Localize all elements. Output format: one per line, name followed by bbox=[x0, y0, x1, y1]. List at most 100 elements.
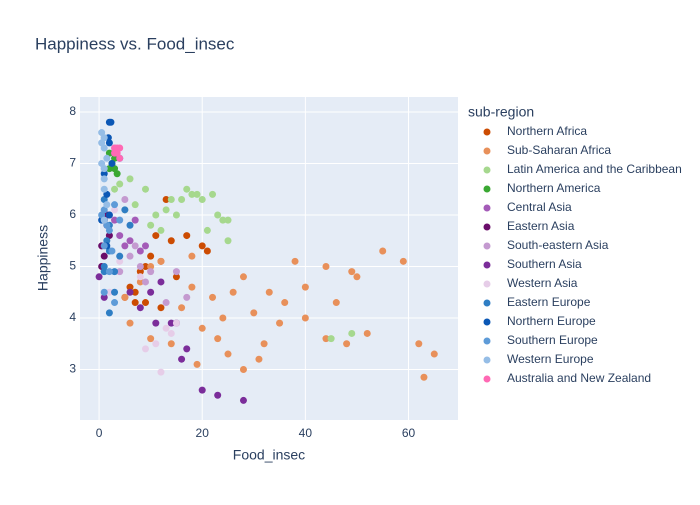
data-point bbox=[157, 368, 165, 376]
legend-label: Northern America bbox=[507, 181, 601, 195]
plot-background bbox=[80, 97, 458, 420]
data-point bbox=[198, 386, 206, 394]
data-point bbox=[108, 159, 116, 167]
data-point bbox=[136, 304, 144, 312]
data-point bbox=[108, 247, 116, 255]
data-point bbox=[141, 345, 149, 353]
data-point bbox=[116, 154, 124, 162]
data-point bbox=[100, 252, 108, 260]
data-point bbox=[111, 185, 119, 193]
data-point bbox=[198, 242, 206, 250]
data-point bbox=[188, 190, 196, 198]
legend-label: Eastern Europe bbox=[507, 295, 591, 309]
data-point bbox=[105, 165, 113, 173]
data-point bbox=[198, 324, 206, 332]
legend-label: Latin America and the Caribbean bbox=[507, 162, 682, 176]
data-point bbox=[100, 293, 108, 301]
data-point bbox=[178, 304, 186, 312]
data-point bbox=[219, 314, 227, 322]
data-point bbox=[219, 216, 227, 224]
data-point bbox=[183, 232, 191, 240]
data-point bbox=[214, 211, 222, 219]
x-tick-label: 40 bbox=[299, 426, 313, 440]
data-point bbox=[224, 350, 232, 358]
data-point bbox=[183, 293, 191, 301]
data-point bbox=[100, 134, 108, 142]
data-point bbox=[193, 360, 201, 368]
data-point bbox=[95, 273, 103, 281]
data-point bbox=[157, 257, 165, 265]
legend-marker bbox=[483, 280, 491, 288]
data-point bbox=[98, 139, 106, 147]
y-tick-label: 4 bbox=[69, 310, 76, 324]
data-point bbox=[188, 252, 196, 260]
data-point bbox=[116, 144, 124, 152]
data-point bbox=[111, 288, 119, 296]
data-point bbox=[167, 340, 175, 348]
data-point bbox=[105, 268, 113, 276]
data-point bbox=[172, 273, 180, 281]
data-point bbox=[126, 221, 134, 229]
data-point bbox=[172, 211, 180, 219]
data-point bbox=[420, 373, 428, 381]
data-point bbox=[353, 273, 361, 281]
data-point bbox=[111, 154, 119, 162]
data-point bbox=[141, 185, 149, 193]
data-point bbox=[116, 180, 124, 188]
data-point bbox=[141, 299, 149, 307]
data-point bbox=[229, 288, 237, 296]
data-point bbox=[157, 278, 165, 286]
data-point bbox=[131, 242, 139, 250]
data-point bbox=[136, 262, 144, 270]
data-point bbox=[116, 268, 124, 276]
y-tick-label: 7 bbox=[69, 156, 76, 170]
data-point bbox=[203, 247, 211, 255]
data-point bbox=[265, 288, 273, 296]
data-point bbox=[111, 149, 119, 157]
data-point bbox=[131, 216, 139, 224]
legend-label: South-eastern Asia bbox=[507, 238, 609, 252]
data-point bbox=[100, 288, 108, 296]
data-point bbox=[141, 262, 149, 270]
data-point bbox=[224, 237, 232, 245]
data-point bbox=[111, 299, 119, 307]
data-point bbox=[100, 242, 108, 250]
data-point bbox=[167, 196, 175, 204]
data-point bbox=[111, 216, 119, 224]
data-point bbox=[188, 283, 196, 291]
data-point bbox=[100, 170, 108, 178]
data-point bbox=[193, 190, 201, 198]
data-point bbox=[111, 206, 119, 214]
data-point bbox=[126, 175, 134, 183]
legend-marker bbox=[483, 242, 491, 250]
data-point bbox=[399, 257, 407, 265]
data-point bbox=[111, 201, 119, 209]
data-point bbox=[136, 247, 144, 255]
legend-label: Australia and New Zealand bbox=[507, 371, 651, 385]
data-point bbox=[111, 165, 119, 173]
data-point bbox=[147, 335, 155, 343]
data-point bbox=[121, 206, 129, 214]
data-point bbox=[147, 262, 155, 270]
data-point bbox=[116, 232, 124, 240]
data-point bbox=[322, 262, 330, 270]
legend-label: Sub-Saharan Africa bbox=[507, 143, 611, 157]
data-point bbox=[126, 283, 134, 291]
data-point bbox=[152, 319, 160, 327]
data-point bbox=[291, 257, 299, 265]
data-point bbox=[100, 185, 108, 193]
data-point bbox=[100, 144, 108, 152]
data-point bbox=[255, 355, 263, 363]
x-tick-label: 60 bbox=[402, 426, 416, 440]
legend-marker bbox=[483, 166, 491, 174]
data-point bbox=[103, 201, 111, 209]
data-point bbox=[100, 216, 108, 224]
data-point bbox=[178, 196, 186, 204]
legend-marker bbox=[483, 261, 491, 269]
legend-label: Northern Europe bbox=[507, 314, 596, 328]
legend-title: sub-region bbox=[468, 104, 534, 120]
data-point bbox=[100, 206, 108, 214]
data-point bbox=[239, 396, 247, 404]
data-point bbox=[147, 252, 155, 260]
legend-label: Central Asia bbox=[507, 200, 572, 214]
